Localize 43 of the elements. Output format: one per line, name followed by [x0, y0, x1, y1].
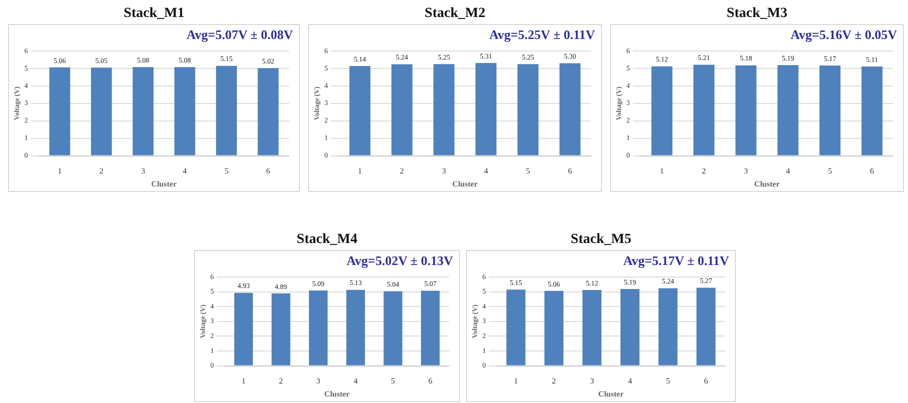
- x-tick-label: 6: [266, 166, 270, 176]
- x-tick-label: 2: [702, 166, 706, 176]
- x-tick-label: 3: [442, 166, 446, 176]
- x-tick-label: 2: [552, 376, 556, 386]
- x-tick-label: 1: [660, 166, 664, 176]
- x-tick-label: 3: [590, 376, 594, 386]
- x-tick-label: 1: [242, 376, 246, 386]
- x-tick-label: 3: [744, 166, 748, 176]
- x-tick-label: 2: [99, 166, 104, 176]
- x-tick-label: 5: [390, 376, 395, 386]
- x-tick-label: 3: [316, 376, 320, 386]
- x-axis-title: Cluster: [754, 179, 780, 188]
- x-tick-label: 5: [666, 376, 670, 386]
- text: Avg=5.25V ± 0.11V: [489, 27, 595, 43]
- chart-title: Stack_M4: [296, 232, 358, 249]
- chart-title: Stack_M3: [726, 6, 788, 23]
- x-tick-label: 6: [704, 376, 708, 386]
- chart-title: Stack_M1: [122, 6, 186, 23]
- chart-title: Stack_M2: [424, 6, 486, 23]
- x-axis-title: Cluster: [151, 179, 178, 188]
- x-tick-label: 1: [358, 166, 362, 176]
- x-tick-label: 6: [428, 376, 432, 386]
- x-tick-label: 4: [786, 166, 790, 176]
- x-tick-label: 6: [568, 166, 572, 176]
- x-tick-label: 2: [278, 376, 283, 386]
- text: Avg=5.07V ± 0.08V: [186, 27, 293, 43]
- x-tick-label: 5: [828, 166, 832, 176]
- x-tick-label: 3: [141, 166, 146, 176]
- x-tick-label: 6: [870, 166, 874, 176]
- text: Avg=5.17V ± 0.11V: [623, 253, 729, 269]
- x-tick-label: 4: [182, 166, 187, 176]
- x-tick-label: 1: [514, 376, 518, 386]
- x-tick-label: 5: [224, 166, 228, 176]
- text: Avg=5.02V ± 0.13V: [346, 253, 453, 269]
- x-tick-label: 1: [58, 166, 62, 176]
- x-tick-label: 5: [526, 166, 530, 176]
- x-axis-title: Cluster: [452, 179, 478, 188]
- x-tick-label: 2: [400, 166, 404, 176]
- x-axis-title: Cluster: [324, 389, 350, 398]
- chart-title: Stack_M5: [570, 232, 632, 249]
- x-tick-label: 4: [354, 376, 358, 386]
- text: Avg=5.16V ± 0.05V: [790, 27, 897, 43]
- x-axis-title: Cluster: [598, 389, 624, 398]
